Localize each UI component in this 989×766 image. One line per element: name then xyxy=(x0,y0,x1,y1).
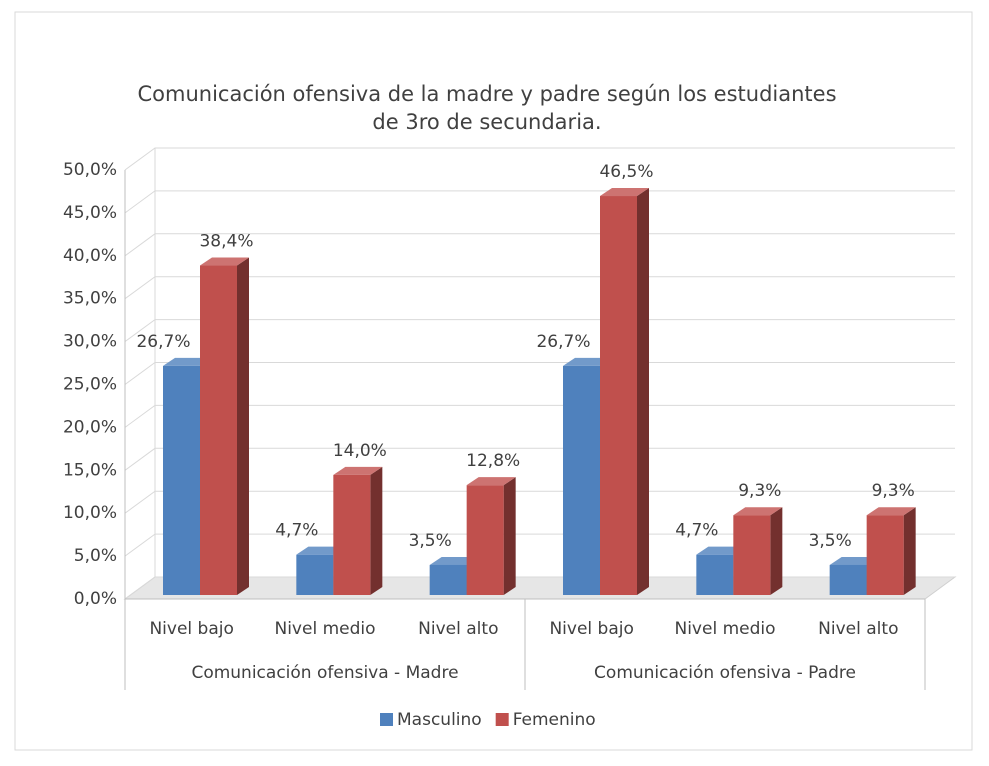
data-label: 3,5% xyxy=(809,531,852,551)
y-tick-label: 30,0% xyxy=(63,332,117,352)
x-tick-label: Nivel bajo xyxy=(149,619,233,639)
bar-side xyxy=(237,257,249,595)
bar-front xyxy=(600,196,637,595)
legend-label: Masculino xyxy=(397,710,482,730)
legend-label: Femenino xyxy=(513,710,596,730)
x-tick-label: Nivel alto xyxy=(418,619,498,639)
bar-top xyxy=(563,357,612,366)
y-tick-label: 0,0% xyxy=(74,589,117,609)
y-tick-label: 15,0% xyxy=(63,460,117,480)
bar-front xyxy=(333,474,371,595)
bar-front xyxy=(429,564,467,595)
y-tick-label: 20,0% xyxy=(63,417,117,437)
data-label: 14,0% xyxy=(333,441,387,461)
bar-top xyxy=(600,188,649,197)
data-label: 46,5% xyxy=(599,162,653,182)
grid-line xyxy=(124,490,955,514)
bar-top xyxy=(163,357,212,366)
data-label: 26,7% xyxy=(536,332,590,352)
bar-front xyxy=(466,485,504,595)
bar xyxy=(733,507,783,595)
data-label: 3,5% xyxy=(409,531,452,551)
bar-front xyxy=(200,265,237,595)
y-tick-label: 35,0% xyxy=(63,289,117,309)
bar-top xyxy=(866,507,916,516)
data-label: 9,3% xyxy=(738,481,781,501)
bar-top xyxy=(333,466,383,475)
bar-top xyxy=(466,477,516,486)
bar xyxy=(466,477,516,595)
y-tick-label: 40,0% xyxy=(63,246,117,266)
bar-front xyxy=(696,554,734,595)
data-label: 4,7% xyxy=(675,521,718,541)
group-label: Comunicación ofensiva - Madre xyxy=(191,663,458,683)
bar-side xyxy=(370,466,383,595)
x-tick-label: Nivel medio xyxy=(674,619,775,639)
grid-line xyxy=(124,533,955,557)
chart-title: Comunicación ofensiva de la madre y padr… xyxy=(137,82,836,106)
bar xyxy=(200,257,249,595)
y-tick-label: 25,0% xyxy=(63,375,117,395)
grid-line xyxy=(124,319,955,343)
bar-top xyxy=(200,257,249,266)
bar-top xyxy=(296,546,346,555)
bar-top xyxy=(829,556,879,565)
bar-top xyxy=(696,546,746,555)
grid-line xyxy=(124,362,955,385)
grid-line xyxy=(124,233,955,257)
bar-front xyxy=(733,515,771,595)
x-tick-label: Nivel alto xyxy=(818,619,898,639)
data-label: 26,7% xyxy=(136,332,190,352)
bar-front xyxy=(563,365,600,595)
grid-line xyxy=(124,447,955,471)
group-label: Comunicación ofensiva - Padre xyxy=(594,663,856,683)
legend-swatch xyxy=(380,713,393,726)
bar-front xyxy=(296,554,334,595)
bar xyxy=(866,507,916,595)
y-tick-label: 50,0% xyxy=(63,160,117,180)
grid-line xyxy=(124,190,955,214)
grid-line xyxy=(124,404,955,428)
x-tick-label: Nivel bajo xyxy=(549,619,633,639)
bar-top xyxy=(429,556,479,565)
grid-line xyxy=(124,276,955,300)
bar-top xyxy=(733,507,783,516)
bar xyxy=(333,466,383,595)
data-label: 38,4% xyxy=(199,232,253,252)
y-tick-label: 45,0% xyxy=(63,203,117,223)
grid-line xyxy=(124,147,955,171)
y-tick-label: 10,0% xyxy=(63,503,117,523)
bar-front xyxy=(866,515,904,595)
bar-front xyxy=(163,365,200,595)
chart-title: de 3ro de secundaria. xyxy=(372,110,601,134)
data-label: 9,3% xyxy=(872,481,915,501)
bar-side xyxy=(903,507,916,595)
bar-front xyxy=(829,564,867,595)
grid-line xyxy=(124,576,955,600)
data-label: 12,8% xyxy=(466,451,520,471)
x-tick-label: Nivel medio xyxy=(274,619,375,639)
legend-swatch xyxy=(495,713,509,726)
bar-side xyxy=(503,477,516,595)
bar-side xyxy=(770,507,783,595)
bar-side xyxy=(637,188,649,595)
data-label: 4,7% xyxy=(275,521,318,541)
bar xyxy=(600,188,649,595)
y-tick-label: 5,0% xyxy=(74,546,117,566)
